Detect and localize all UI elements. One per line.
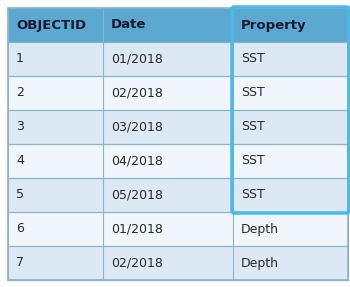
Text: SST: SST — [241, 53, 265, 65]
Text: Depth: Depth — [241, 257, 279, 269]
Text: SST: SST — [241, 121, 265, 133]
Bar — [8, 76, 103, 110]
Text: 05/2018: 05/2018 — [111, 189, 163, 201]
Text: Depth: Depth — [241, 222, 279, 236]
Bar — [103, 110, 233, 144]
Bar — [233, 42, 348, 76]
Bar — [233, 246, 348, 280]
Text: 7: 7 — [16, 257, 24, 269]
Text: 5: 5 — [16, 189, 24, 201]
Text: 02/2018: 02/2018 — [111, 257, 163, 269]
Text: SST: SST — [241, 154, 265, 168]
Text: 03/2018: 03/2018 — [111, 121, 163, 133]
Bar — [8, 8, 103, 42]
Text: SST: SST — [241, 189, 265, 201]
Text: 02/2018: 02/2018 — [111, 86, 163, 100]
Bar — [8, 246, 103, 280]
Bar — [8, 212, 103, 246]
Bar — [103, 178, 233, 212]
Text: Property: Property — [241, 18, 307, 32]
Bar — [103, 76, 233, 110]
Text: 2: 2 — [16, 86, 24, 100]
Bar — [8, 144, 103, 178]
Bar — [8, 42, 103, 76]
Text: OBJECTID: OBJECTID — [16, 18, 86, 32]
Bar — [233, 212, 348, 246]
Text: 01/2018: 01/2018 — [111, 222, 163, 236]
Bar — [8, 110, 103, 144]
Text: 4: 4 — [16, 154, 24, 168]
Bar — [233, 8, 348, 42]
Bar — [233, 144, 348, 178]
Text: 6: 6 — [16, 222, 24, 236]
Text: 3: 3 — [16, 121, 24, 133]
Text: 01/2018: 01/2018 — [111, 53, 163, 65]
Text: 1: 1 — [16, 53, 24, 65]
Text: 04/2018: 04/2018 — [111, 154, 163, 168]
Bar — [103, 212, 233, 246]
Bar — [103, 144, 233, 178]
Bar — [103, 42, 233, 76]
Bar — [8, 178, 103, 212]
Bar — [103, 246, 233, 280]
Text: SST: SST — [241, 86, 265, 100]
Bar — [233, 110, 348, 144]
Bar — [233, 76, 348, 110]
Bar — [233, 178, 348, 212]
Bar — [103, 8, 233, 42]
Text: Date: Date — [111, 18, 146, 32]
